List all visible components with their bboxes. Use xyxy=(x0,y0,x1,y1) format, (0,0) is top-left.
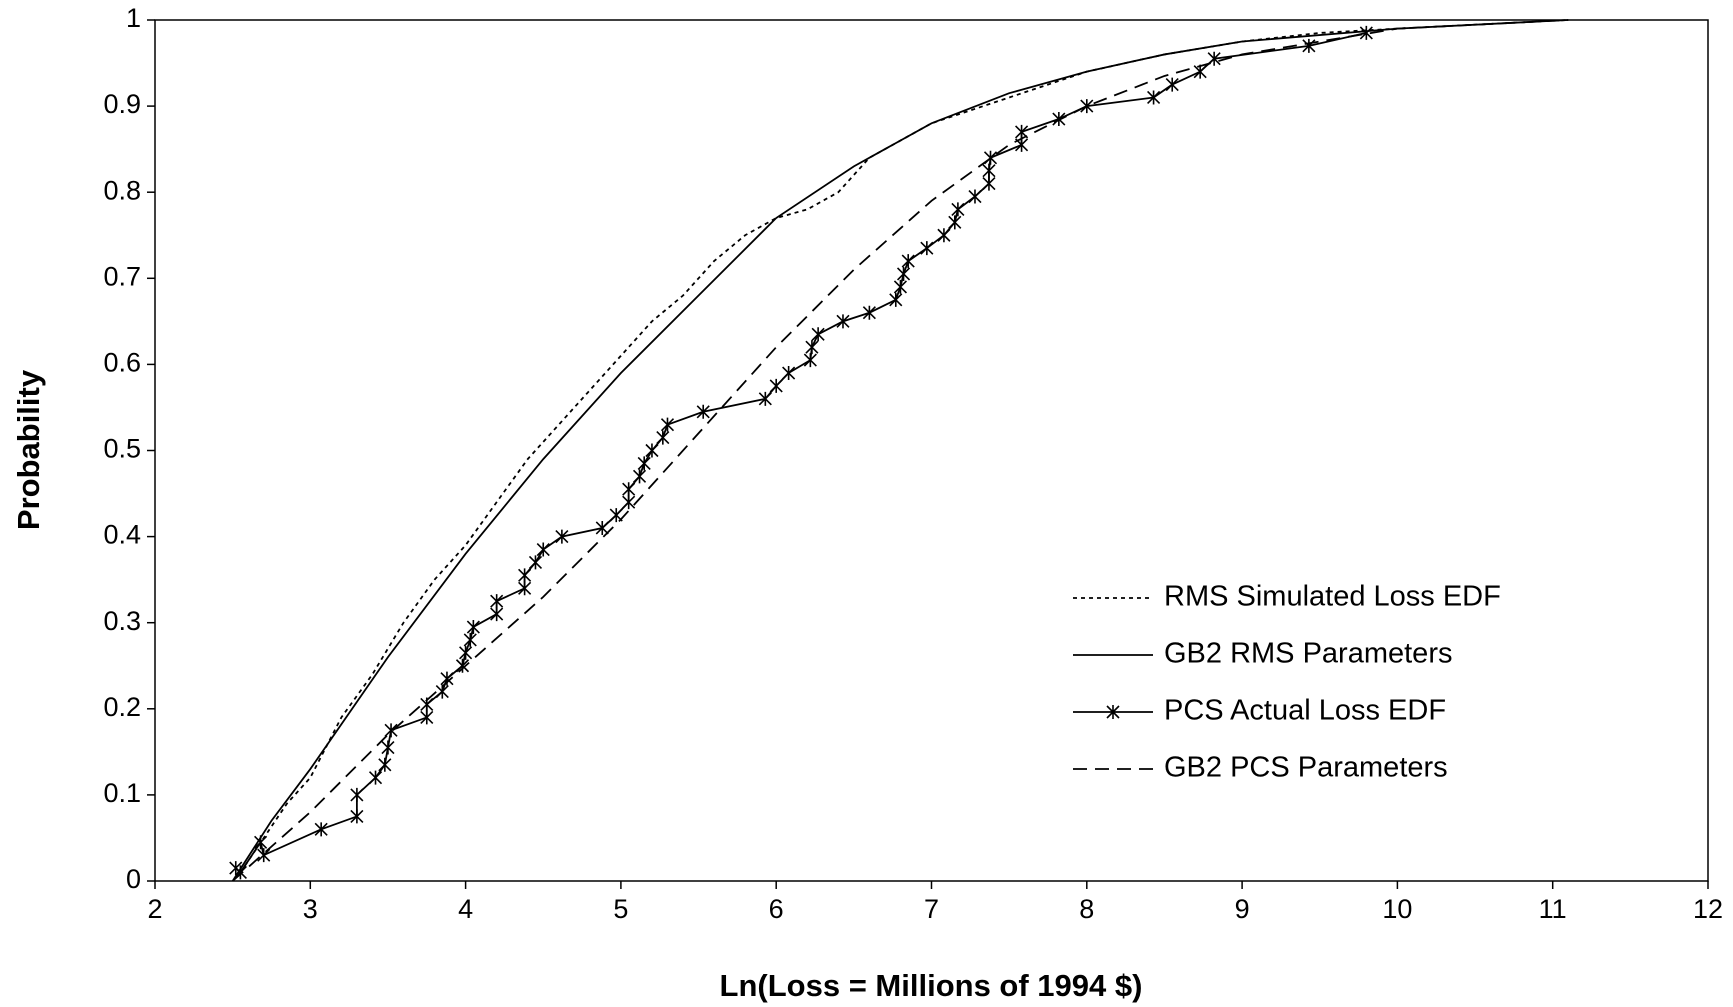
x-tick-label: 6 xyxy=(769,894,784,924)
y-tick-label: 0.3 xyxy=(103,606,141,636)
point-marker xyxy=(948,215,962,230)
point-marker xyxy=(384,723,398,738)
point-marker xyxy=(632,469,647,484)
x-tick-label: 3 xyxy=(303,894,318,924)
point-marker xyxy=(937,228,951,243)
series-line xyxy=(232,19,1569,882)
point-marker xyxy=(350,809,364,824)
y-tick-label: 0.9 xyxy=(103,89,141,119)
point-marker xyxy=(528,555,543,570)
x-tick-label: 8 xyxy=(1079,894,1094,924)
y-tick-label: 0.2 xyxy=(103,692,141,722)
legend-label: GB2 RMS Parameters xyxy=(1164,638,1452,670)
point-marker xyxy=(466,620,480,635)
point-marker xyxy=(350,787,364,802)
point-marker xyxy=(660,417,675,432)
series-line xyxy=(231,19,1569,882)
point-marker xyxy=(920,241,934,256)
point-marker xyxy=(637,456,651,471)
point-marker xyxy=(836,314,850,329)
y-tick-label: 0 xyxy=(126,864,141,894)
point-marker xyxy=(1359,25,1373,40)
point-marker xyxy=(381,740,395,755)
point-marker xyxy=(951,202,965,217)
point-marker xyxy=(968,189,982,204)
point-marker xyxy=(622,495,636,510)
point-marker xyxy=(758,391,772,406)
point-marker xyxy=(595,520,609,535)
x-axis-title: Ln(Loss = Millions of 1994 $) xyxy=(720,968,1143,1003)
y-tick-label: 0.8 xyxy=(103,175,141,205)
point-marker xyxy=(696,404,710,419)
point-marker xyxy=(536,542,550,557)
point-marker xyxy=(782,366,796,381)
point-marker xyxy=(490,594,504,609)
point-marker xyxy=(368,770,383,785)
x-tick-label: 11 xyxy=(1539,894,1567,924)
point-marker xyxy=(555,529,569,544)
point-marker xyxy=(803,353,817,368)
point-marker xyxy=(896,266,911,281)
legend-label: PCS Actual Loss EDF xyxy=(1164,695,1446,727)
point-marker xyxy=(811,327,825,342)
point-marker xyxy=(518,568,532,583)
x-tick-label: 10 xyxy=(1382,894,1412,924)
point-marker xyxy=(378,757,392,772)
legend-marker xyxy=(1106,705,1120,719)
point-marker xyxy=(459,645,473,660)
x-tick-label: 4 xyxy=(458,894,473,924)
legend-label: GB2 PCS Parameters xyxy=(1164,752,1448,784)
point-marker xyxy=(518,581,532,596)
point-marker xyxy=(1080,99,1094,114)
point-marker xyxy=(982,163,996,178)
point-marker xyxy=(435,684,449,699)
y-axis-title: Probability xyxy=(11,369,46,530)
point-marker xyxy=(455,658,470,673)
point-marker xyxy=(420,710,434,725)
point-marker xyxy=(862,305,876,320)
point-marker xyxy=(254,835,268,850)
point-marker xyxy=(656,430,670,445)
point-marker xyxy=(889,292,903,307)
x-tick-label: 9 xyxy=(1235,894,1250,924)
x-tick-label: 5 xyxy=(613,894,628,924)
point-marker xyxy=(982,176,996,191)
point-marker xyxy=(893,279,908,294)
point-marker xyxy=(1165,77,1179,92)
x-tick-label: 7 xyxy=(924,894,939,924)
point-marker xyxy=(622,482,636,497)
x-tick-label: 2 xyxy=(147,894,162,924)
y-tick-label: 0.1 xyxy=(103,778,141,808)
point-marker xyxy=(490,607,504,622)
point-marker xyxy=(769,378,783,393)
y-tick-label: 0.6 xyxy=(103,348,141,378)
legend-label: RMS Simulated Loss EDF xyxy=(1164,581,1501,613)
point-marker xyxy=(1147,90,1161,105)
y-tick-label: 0.5 xyxy=(103,434,141,464)
y-tick-label: 0.4 xyxy=(103,520,141,550)
y-tick-label: 1 xyxy=(126,3,141,33)
point-marker xyxy=(645,443,659,458)
point-marker xyxy=(805,340,819,355)
point-marker xyxy=(257,848,271,863)
point-marker xyxy=(901,254,915,269)
point-marker xyxy=(314,822,328,837)
point-marker xyxy=(233,865,247,880)
y-tick-label: 0.7 xyxy=(103,261,141,291)
point-marker xyxy=(463,632,477,647)
x-tick-label: 12 xyxy=(1693,894,1723,924)
